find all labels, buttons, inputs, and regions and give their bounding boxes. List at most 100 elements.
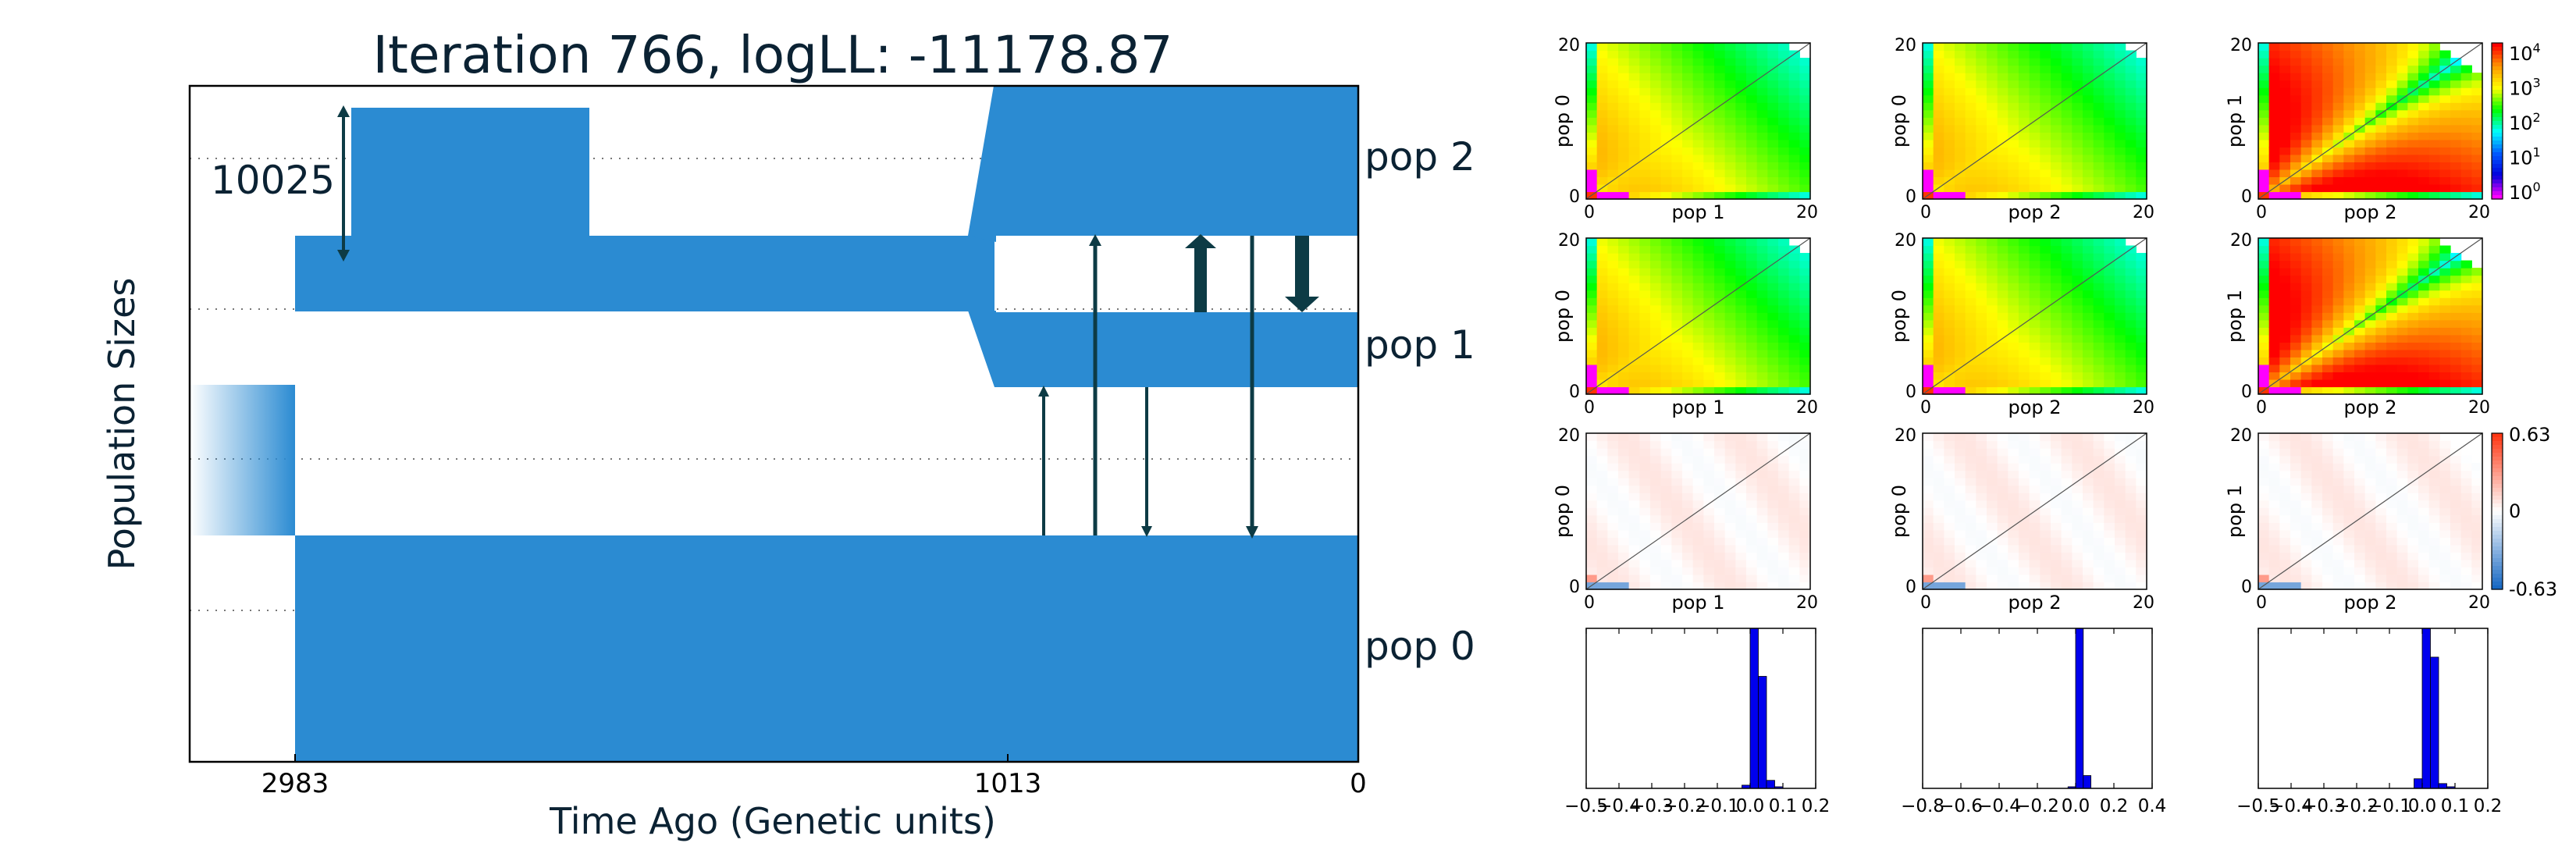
- heatmap-cell: [2471, 109, 2483, 118]
- heatmap-cell: [1618, 514, 1630, 523]
- heatmap-cell: [2343, 582, 2355, 590]
- heatmap-cell: [2471, 139, 2483, 148]
- heatmap-cell: [2136, 176, 2147, 185]
- colorbar-segment: [2492, 59, 2503, 63]
- heatmap-cell: [2439, 73, 2451, 81]
- heatmap-cell: [1944, 132, 1955, 140]
- heatmap-cell: [2460, 102, 2472, 111]
- heatmap-cell: [1660, 319, 1672, 328]
- heatmap-cell: [2040, 260, 2051, 269]
- heatmap-cell: [1997, 162, 2008, 170]
- heatmap-cell: [2460, 312, 2472, 321]
- heatmap-cell: [1756, 433, 1768, 442]
- heatmap-cell: [1788, 183, 1800, 193]
- heatmap-cell: [2083, 58, 2094, 66]
- heatmap-cell: [2258, 65, 2270, 73]
- heatmap-cell: [1671, 529, 1683, 538]
- heatmap-ylabel: pop 0: [1552, 290, 1574, 343]
- heatmap-cell: [1692, 455, 1704, 464]
- heatmap-cell: [1965, 124, 1976, 133]
- heatmap-cell: [2258, 448, 2270, 457]
- heatmap-cell: [2396, 139, 2408, 148]
- heatmap-cell: [1660, 327, 1672, 336]
- histogram-bar: [1758, 676, 1767, 789]
- heatmap-cell: [1682, 544, 1694, 553]
- heatmap-cell: [1997, 559, 2008, 568]
- heatmap-cell: [1607, 433, 1619, 442]
- heatmap-cell: [2428, 65, 2440, 73]
- heatmap-cell: [1660, 238, 1672, 247]
- heatmap-cell: [2332, 183, 2344, 193]
- heatmap-cell: [2300, 349, 2312, 357]
- heatmap-cell: [1586, 522, 1598, 531]
- heatmap-cell: [2136, 191, 2147, 200]
- heatmap-cell: [1778, 132, 1790, 140]
- heatmap-cell: [1746, 253, 1758, 261]
- heatmap-cell: [2125, 567, 2137, 575]
- heatmap-cell: [2268, 253, 2280, 261]
- heatmap-cell: [2418, 493, 2430, 501]
- heatmap-cell: [1682, 574, 1694, 583]
- colorbar-segment: [2492, 70, 2503, 75]
- heatmap-cell: [2083, 147, 2094, 155]
- heatmap-cell: [1987, 470, 1998, 478]
- heatmap-cell: [2439, 500, 2451, 508]
- heatmap-cell: [2125, 522, 2137, 531]
- heatmap-cell: [2072, 102, 2083, 111]
- heatmap-cell: [2029, 470, 2041, 478]
- heatmap-cell: [2396, 582, 2408, 590]
- colorbar-segment: [2492, 546, 2503, 551]
- heatmap-cell: [1778, 574, 1790, 583]
- heatmap-cell: [2115, 485, 2126, 493]
- heatmap-cell: [2072, 275, 2083, 283]
- heatmap-cell: [2460, 162, 2472, 170]
- heatmap-cell: [1933, 43, 1944, 52]
- heatmap-cell: [1997, 183, 2008, 193]
- heatmap-cell: [1965, 349, 1976, 357]
- heatmap-cell: [2450, 478, 2462, 486]
- heatmap-cell: [1639, 275, 1651, 283]
- heatmap-cell: [2300, 448, 2312, 457]
- heatmap-cell: [2061, 334, 2073, 343]
- heatmap-cell: [1618, 386, 1630, 395]
- heatmap-cell: [2332, 191, 2344, 200]
- histogram-frame: [2258, 628, 2489, 789]
- heatmap-cell: [2029, 183, 2041, 193]
- heatmap-cell: [1650, 349, 1662, 357]
- heatmap-cell: [2072, 582, 2083, 590]
- heatmap-cell: [1650, 50, 1662, 59]
- heatmap-cell: [1714, 529, 1726, 538]
- heatmap-cell: [2061, 514, 2073, 523]
- heatmap-cell: [1778, 342, 1790, 350]
- heatmap-cell: [2439, 102, 2451, 111]
- heatmap-cell: [1671, 50, 1683, 59]
- heatmap-cell: [1799, 552, 1811, 560]
- heatmap-cell: [2364, 253, 2376, 261]
- heatmap-cell: [1756, 58, 1768, 66]
- heatmap-cell: [2471, 154, 2483, 162]
- heatmap-cell: [2471, 268, 2483, 276]
- heatmap-cell: [1607, 139, 1619, 148]
- heatmap-cell: [1788, 514, 1800, 523]
- heatmap-cell: [2136, 327, 2147, 336]
- heatmap-cell: [2051, 455, 2062, 464]
- heatmap-cell: [1746, 176, 1758, 185]
- heatmap-cell: [1933, 312, 1944, 321]
- heatmap-cell: [2407, 448, 2419, 457]
- heatmap-cell: [2258, 283, 2270, 291]
- heatmap-cell: [2460, 183, 2472, 193]
- heatmap-cell: [1586, 169, 1598, 178]
- heatmap-cell: [2418, 327, 2430, 336]
- heatmap-cell: [1586, 552, 1598, 560]
- heatmap-cell: [1714, 253, 1726, 261]
- heatmap-cell: [1703, 372, 1715, 380]
- heatmap-cell: [1735, 169, 1747, 178]
- heatmap-cell: [1965, 544, 1976, 553]
- heatmap-cell: [1682, 304, 1694, 313]
- heatmap-cell: [2029, 73, 2041, 81]
- heatmap-cell: [2332, 238, 2344, 247]
- heatmap-cell: [1735, 574, 1747, 583]
- heatmap-cell: [1944, 283, 1955, 291]
- heatmap-cell: [1692, 260, 1704, 269]
